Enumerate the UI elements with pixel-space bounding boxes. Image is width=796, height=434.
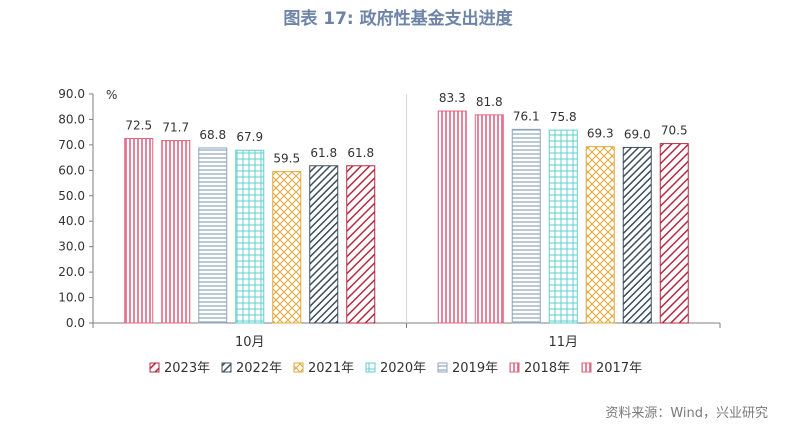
bar-2017年-11月 bbox=[659, 143, 689, 324]
legend-label: 2020年 bbox=[380, 361, 426, 376]
source-note: 资料来源：Wind，兴业研究 bbox=[605, 406, 768, 421]
bars bbox=[124, 110, 689, 324]
legend-swatch bbox=[365, 362, 376, 373]
y-tick-label: 30.0 bbox=[58, 240, 85, 254]
y-tick-label: 50.0 bbox=[58, 189, 85, 203]
data-label: 67.9 bbox=[236, 130, 263, 144]
legend-label: 2019年 bbox=[452, 361, 498, 376]
data-label: 72.5 bbox=[125, 119, 152, 133]
legend-label: 2017年 bbox=[596, 361, 642, 376]
data-label: 69.0 bbox=[624, 127, 651, 141]
data-label: 61.8 bbox=[347, 146, 374, 160]
bar-2021年-10月 bbox=[198, 147, 228, 324]
legend-swatch bbox=[293, 362, 304, 373]
x-category-label: 10月 bbox=[235, 335, 265, 350]
bar-2018年-11月 bbox=[622, 146, 652, 324]
data-label: 76.1 bbox=[513, 109, 540, 123]
data-label: 81.8 bbox=[476, 95, 503, 109]
y-unit-label: % bbox=[106, 88, 117, 102]
bar-2023年-10月 bbox=[124, 138, 154, 324]
legend-swatch bbox=[149, 362, 160, 373]
bar-2020年-11月 bbox=[548, 129, 578, 324]
y-tick-label: 60.0 bbox=[58, 163, 85, 177]
data-label: 75.8 bbox=[550, 110, 577, 124]
y-tick-label: 10.0 bbox=[58, 291, 85, 305]
y-tick-label: 0.0 bbox=[66, 316, 85, 330]
legend-swatch bbox=[437, 362, 448, 373]
y-tick-label: 80.0 bbox=[58, 112, 85, 126]
data-label: 68.8 bbox=[199, 128, 226, 142]
data-label: 61.8 bbox=[310, 146, 337, 160]
y-tick-label: 70.0 bbox=[58, 138, 85, 152]
legend-swatch bbox=[221, 362, 232, 373]
legend-label: 2018年 bbox=[524, 361, 570, 376]
bar-2020年-10月 bbox=[235, 149, 265, 324]
bar-2022年-10月 bbox=[161, 140, 191, 324]
data-label: 71.7 bbox=[162, 121, 189, 135]
legend-label: 2021年 bbox=[308, 361, 354, 376]
legend: 2023年 2022年 2021年 2020年 2019年 2018年 2017年 bbox=[149, 361, 642, 376]
legend-label: 2022年 bbox=[236, 361, 282, 376]
bar-2022年-11月 bbox=[474, 114, 504, 324]
bar-2017年-10月 bbox=[346, 165, 376, 324]
y-tick-label: 20.0 bbox=[58, 265, 85, 279]
legend-swatch bbox=[581, 362, 592, 373]
data-labels: 72.5 71.7 68.8 67.9 59.5 61.8 61.8 83.3 81.8 76.1… bbox=[125, 91, 687, 166]
bar-2018年-10月 bbox=[309, 165, 339, 324]
y-tick-label: 90.0 bbox=[58, 87, 85, 101]
chart-title: 图表 17: 政府性基金支出进度 bbox=[283, 9, 513, 29]
legend-swatch bbox=[509, 362, 520, 373]
bar-2023年-11月 bbox=[437, 110, 467, 324]
data-label: 83.3 bbox=[439, 91, 466, 105]
data-label: 69.3 bbox=[587, 127, 614, 141]
data-label: 70.5 bbox=[661, 124, 688, 138]
data-label: 59.5 bbox=[273, 152, 300, 166]
bar-2021年-11月 bbox=[511, 128, 541, 324]
bar-2019年-11月 bbox=[585, 146, 615, 324]
bar-2019年-10月 bbox=[272, 171, 302, 324]
y-tick-label: 40.0 bbox=[58, 214, 85, 228]
axes: 0.0 10.0 20.0 30.0 40.0 50.0 60.0 70.0 80.0 90.0%… bbox=[58, 87, 721, 350]
legend-label: 2023年 bbox=[164, 361, 210, 376]
x-category-label: 11月 bbox=[548, 335, 578, 350]
